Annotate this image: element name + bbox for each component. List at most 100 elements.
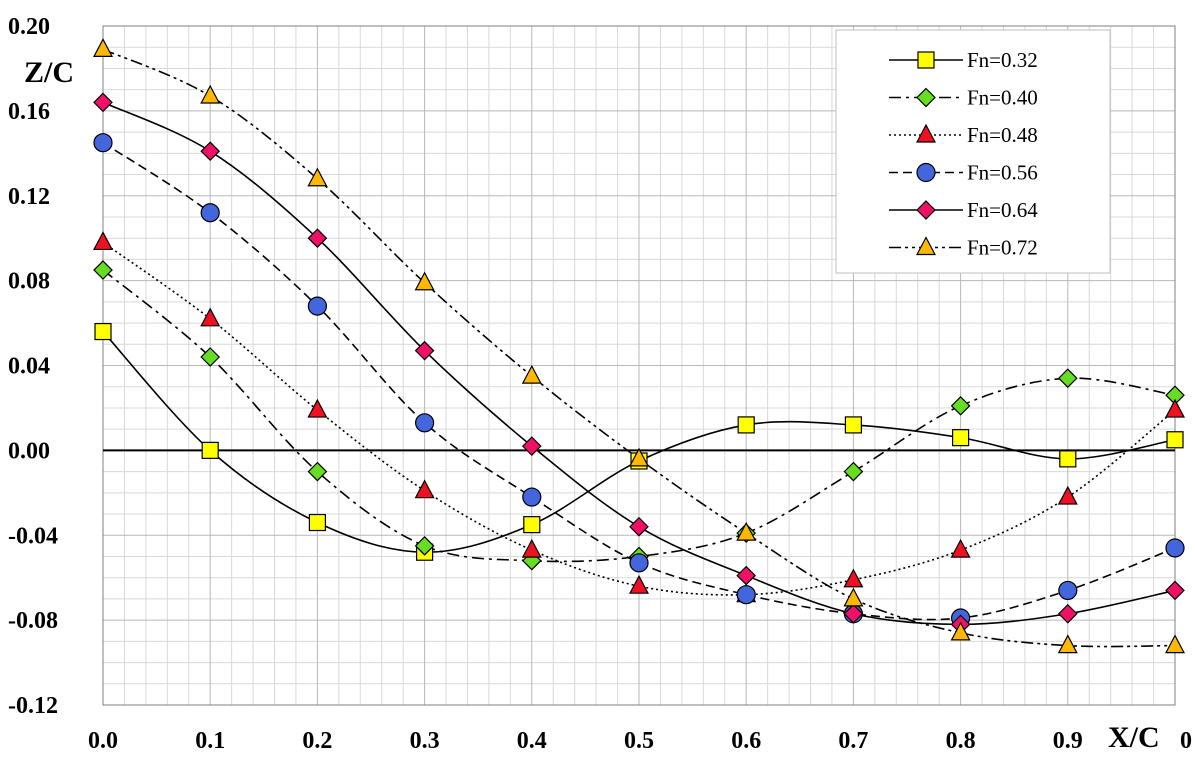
data-point <box>200 307 221 327</box>
data-point <box>93 231 113 251</box>
x-axis-label: X/C <box>1108 721 1160 754</box>
data-point <box>843 587 864 607</box>
data-point <box>844 416 863 434</box>
legend-label: Fn=0.56 <box>967 161 1038 185</box>
data-point <box>1057 485 1078 505</box>
data-point <box>200 347 221 367</box>
data-point <box>307 167 328 187</box>
y-tick-label: -0.12 <box>8 693 58 719</box>
data-point <box>1165 580 1185 601</box>
data-point <box>629 574 649 594</box>
data-point <box>414 536 435 556</box>
legend-label: Fn=0.32 <box>967 48 1038 72</box>
data-point <box>414 271 435 291</box>
data-point <box>93 133 113 153</box>
data-point <box>521 364 542 384</box>
data-point <box>307 296 327 316</box>
x-tick-label: 0.7 <box>838 728 868 754</box>
data-point <box>200 203 220 223</box>
data-point <box>843 603 864 624</box>
x-tick-labels: 0.0 0.1 0.2 0.3 0.4 0.5 0.6 0.7 0.8 0.9 0 <box>88 728 1192 754</box>
series-line-5 <box>102 101 1176 626</box>
data-point <box>629 516 649 537</box>
data-point <box>736 585 756 605</box>
data-point <box>94 322 112 341</box>
legend-marker <box>916 200 936 220</box>
x-tick-label: 0.3 <box>410 728 440 754</box>
x-tick-label: 0.6 <box>731 728 761 754</box>
data-point <box>93 38 113 57</box>
y-tick-label: 0.04 <box>8 354 50 380</box>
legend-label: Fn=0.72 <box>967 236 1038 260</box>
legend-label: Fn=0.48 <box>967 123 1038 147</box>
data-point <box>737 416 755 434</box>
x-tick-label: 0 <box>1180 728 1192 754</box>
legend-marker <box>916 123 936 143</box>
x-tick-label: 0.4 <box>517 728 547 754</box>
data-point <box>201 441 219 459</box>
data-point <box>307 461 328 482</box>
series-line-4 <box>102 142 1176 621</box>
x-tick-label: 0.2 <box>302 728 332 754</box>
y-tick-label: -0.08 <box>8 608 58 634</box>
data-point <box>522 487 542 507</box>
legend-marker <box>916 236 936 256</box>
x-tick-label: 0.0 <box>88 728 118 754</box>
data-point <box>1058 580 1078 601</box>
legend-box <box>835 29 1111 274</box>
data-point <box>200 141 221 162</box>
series-line-6 <box>102 48 1176 648</box>
data-point <box>736 521 757 541</box>
data-point <box>308 513 326 532</box>
data-point <box>951 429 970 447</box>
data-point <box>629 553 649 573</box>
y-tick-label: -0.04 <box>8 523 58 549</box>
data-point <box>521 436 542 456</box>
data-point <box>523 516 541 534</box>
data-point <box>1059 450 1077 468</box>
plot-area-frame <box>102 25 1176 706</box>
series-markers <box>93 38 1185 654</box>
legend-marker <box>917 51 935 69</box>
data-point <box>414 479 435 499</box>
legend-marker <box>916 87 936 108</box>
data-point <box>1057 634 1078 654</box>
data-point <box>1165 538 1185 558</box>
data-point <box>950 395 971 416</box>
y-tick-label: 0.12 <box>8 184 50 210</box>
data-point <box>950 621 971 641</box>
data-point <box>1166 431 1184 449</box>
data-point <box>1057 603 1078 624</box>
data-point <box>307 228 328 249</box>
data-point <box>843 461 864 482</box>
data-point <box>629 447 649 467</box>
data-point <box>93 92 113 113</box>
data-point <box>521 538 542 558</box>
y-tick-label: 0.00 <box>8 438 50 464</box>
data-point <box>1165 634 1185 654</box>
data-point <box>200 84 221 104</box>
legend-label: Fn=0.64 <box>967 198 1038 222</box>
y-tick-label: 0.16 <box>8 99 50 125</box>
x-tick-label: 0.8 <box>946 728 976 754</box>
y-tick-label: 0.08 <box>8 269 50 295</box>
data-point <box>950 538 971 558</box>
y-tick-label: 0.20 <box>8 14 50 40</box>
legend-marker <box>916 162 936 183</box>
y-tick-labels: 0.20 0.16 0.12 0.08 0.04 0.00 -0.04 -0.08 -0.12 <box>8 14 58 719</box>
data-point <box>1165 398 1185 418</box>
data-point <box>93 260 113 280</box>
y-axis-label: Z/C <box>24 56 74 89</box>
legend: Fn=0.32 Fn=0.40 Fn=0.48 Fn=0.56 Fn=0.64 Fn=0.… <box>835 29 1111 274</box>
x-tick-label: 0.5 <box>624 728 654 754</box>
x-tick-label: 0.9 <box>1053 728 1083 754</box>
data-point <box>415 413 435 433</box>
data-point <box>1057 368 1078 389</box>
legend-label: Fn=0.40 <box>967 86 1038 110</box>
data-point <box>414 340 435 361</box>
x-tick-label: 0.1 <box>195 728 225 754</box>
data-point <box>736 565 757 586</box>
data-point <box>307 398 328 418</box>
data-point <box>843 568 864 588</box>
